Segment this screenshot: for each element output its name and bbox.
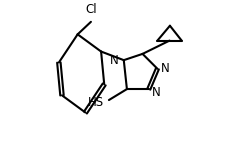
Text: N: N: [110, 54, 119, 67]
Text: N: N: [152, 86, 161, 100]
Text: Cl: Cl: [85, 3, 97, 16]
Text: HS: HS: [88, 96, 104, 109]
Text: N: N: [161, 62, 170, 75]
